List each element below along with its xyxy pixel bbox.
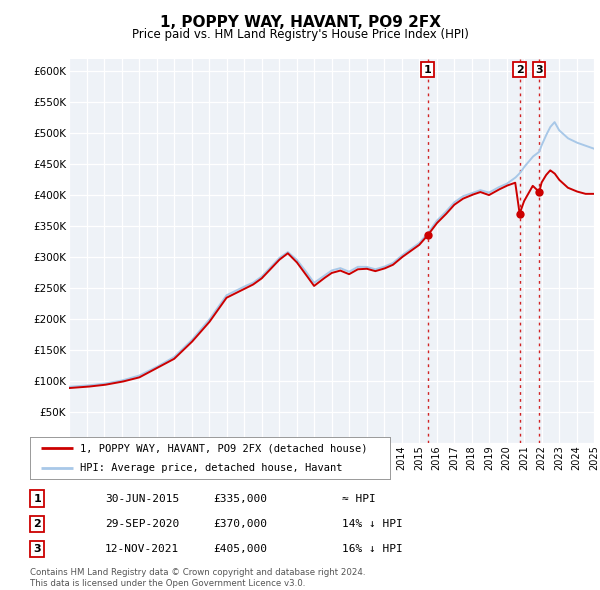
Text: 1, POPPY WAY, HAVANT, PO9 2FX (detached house): 1, POPPY WAY, HAVANT, PO9 2FX (detached … bbox=[80, 443, 368, 453]
Text: 2: 2 bbox=[34, 519, 41, 529]
Text: 1, POPPY WAY, HAVANT, PO9 2FX: 1, POPPY WAY, HAVANT, PO9 2FX bbox=[160, 15, 440, 30]
Text: 1: 1 bbox=[34, 494, 41, 503]
Text: 30-JUN-2015: 30-JUN-2015 bbox=[105, 494, 179, 503]
Text: 3: 3 bbox=[535, 65, 543, 75]
Text: ≈ HPI: ≈ HPI bbox=[342, 494, 376, 503]
Text: 29-SEP-2020: 29-SEP-2020 bbox=[105, 519, 179, 529]
Text: £335,000: £335,000 bbox=[213, 494, 267, 503]
Text: 14% ↓ HPI: 14% ↓ HPI bbox=[342, 519, 403, 529]
Text: Contains HM Land Registry data © Crown copyright and database right 2024.
This d: Contains HM Land Registry data © Crown c… bbox=[30, 568, 365, 588]
Text: 3: 3 bbox=[34, 545, 41, 554]
Text: 16% ↓ HPI: 16% ↓ HPI bbox=[342, 545, 403, 554]
Text: £405,000: £405,000 bbox=[213, 545, 267, 554]
Text: 2: 2 bbox=[516, 65, 523, 75]
Text: Price paid vs. HM Land Registry's House Price Index (HPI): Price paid vs. HM Land Registry's House … bbox=[131, 28, 469, 41]
Text: 12-NOV-2021: 12-NOV-2021 bbox=[105, 545, 179, 554]
Text: 1: 1 bbox=[424, 65, 431, 75]
Text: £370,000: £370,000 bbox=[213, 519, 267, 529]
Text: HPI: Average price, detached house, Havant: HPI: Average price, detached house, Hava… bbox=[80, 463, 343, 473]
